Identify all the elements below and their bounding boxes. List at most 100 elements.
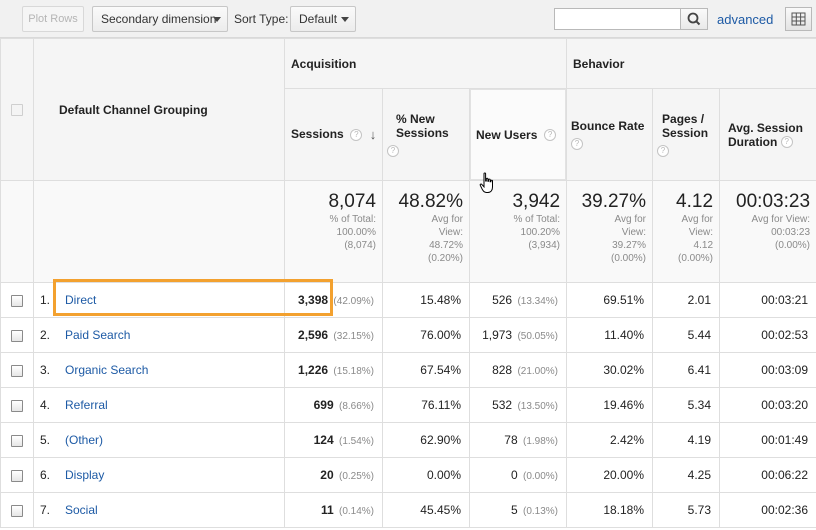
bounce-rate-header[interactable]: Bounce Rate ?: [566, 88, 654, 181]
channel-cell: 5. (Other): [33, 422, 285, 458]
new-users-value: 526: [492, 293, 513, 307]
row-checkbox[interactable]: [11, 399, 23, 412]
sort-type-dropdown[interactable]: Default: [290, 6, 356, 32]
bounce-rate-cell: 69.51%: [566, 282, 654, 318]
channel-link[interactable]: Direct: [65, 293, 97, 307]
pages-session-value: 4.25: [687, 468, 712, 482]
search-button[interactable]: [680, 8, 708, 30]
select-all-checkbox[interactable]: [11, 104, 23, 117]
channel-cell: 4. Referral: [33, 387, 285, 423]
row-checkbox[interactable]: [11, 469, 23, 482]
grid-icon: [791, 12, 806, 26]
row-checkbox-cell: [0, 352, 34, 388]
row-index: 5.: [40, 433, 51, 447]
channel-link[interactable]: Social: [65, 503, 98, 517]
bounce-rate-value: 69.51%: [603, 293, 645, 307]
pages-session-value: 6.41: [687, 363, 712, 377]
new-users-value: 828: [492, 363, 513, 377]
sessions-value: 2,596: [298, 328, 329, 342]
total-value: 39.27%: [581, 191, 647, 212]
sessions-percent: (8.66%): [338, 401, 374, 412]
total-sub: Avg for View:: [751, 214, 811, 225]
sessions-value: 124: [313, 433, 334, 447]
sessions-header[interactable]: Sessions ? ↓: [284, 88, 383, 181]
total-bounce-rate: 39.27% Avg for View: 39.27% (0.00%): [566, 180, 654, 283]
new-users-percent: (13.50%): [517, 401, 559, 412]
avg-session-duration-value: 00:02:53: [761, 328, 809, 342]
behavior-group-header: Behavior: [566, 38, 816, 89]
new-users-cell: 526 (13.34%): [468, 282, 568, 318]
bounce-rate-value: 11.40%: [604, 328, 645, 342]
search-input[interactable]: [554, 8, 681, 30]
total-new-users: 3,942 % of Total: 100.20% (3,934): [468, 180, 568, 283]
new-users-value: 0: [510, 468, 518, 482]
row-checkbox[interactable]: [11, 434, 23, 447]
channel-link[interactable]: Paid Search: [65, 328, 131, 342]
bounce-rate-label: Bounce Rate: [571, 119, 645, 133]
sessions-value: 11: [320, 503, 334, 517]
pct-new-sessions-value: 62.90%: [420, 433, 461, 447]
sessions-cell: 20 (0.25%): [284, 457, 383, 493]
help-icon[interactable]: ?: [571, 137, 584, 150]
total-sub: % of Total:: [513, 214, 561, 225]
pages-session-label: Pages / Session: [662, 112, 709, 140]
pct-new-sessions-value: 45.45%: [420, 503, 461, 517]
secondary-dimension-dropdown[interactable]: Secondary dimension: [92, 6, 228, 32]
avg-session-duration-header[interactable]: Avg. Session Duration ?: [719, 88, 816, 181]
pct-new-sessions-label: % New Sessions: [396, 112, 449, 140]
total-value: 00:03:23: [736, 191, 811, 212]
total-value: 8,074: [328, 191, 376, 212]
table-row: 6. Display 20 (0.25%) 0.00% 0 (0.00%) 20.…: [0, 457, 816, 493]
help-icon[interactable]: ?: [387, 144, 399, 157]
sessions-value: 699: [313, 398, 334, 412]
advanced-filter-link[interactable]: advanced: [717, 12, 774, 27]
channel-link[interactable]: (Other): [65, 433, 104, 447]
channel-link[interactable]: Organic Search: [65, 363, 149, 377]
total-sub: Avg for: [431, 214, 464, 225]
bounce-rate-value: 20.00%: [603, 468, 645, 482]
pct-new-sessions-cell: 0.00%: [382, 457, 470, 493]
pct-new-sessions-cell: 67.54%: [382, 352, 470, 388]
channel-cell: 7. Social: [33, 492, 285, 528]
row-checkbox-cell: [0, 282, 34, 318]
avg-session-duration-value: 00:03:21: [761, 293, 809, 307]
bounce-rate-cell: 11.40%: [566, 317, 654, 353]
row-index: 6.: [40, 468, 51, 482]
total-sub: 48.72%: [429, 240, 463, 251]
row-checkbox[interactable]: [11, 294, 23, 307]
pages-session-header[interactable]: Pages / Session ?: [652, 88, 721, 181]
new-users-value: 532: [492, 398, 513, 412]
total-sub: % of Total:: [329, 214, 376, 225]
pct-new-sessions-value: 67.54%: [420, 363, 461, 377]
new-users-header[interactable]: New Users ?: [468, 88, 568, 181]
help-icon[interactable]: ?: [780, 136, 793, 149]
sessions-value: 3,398: [298, 293, 329, 307]
new-users-percent: (0.13%): [523, 506, 559, 517]
dimension-header[interactable]: Default Channel Grouping: [33, 38, 285, 181]
total-sub: 39.27%: [612, 240, 647, 251]
sessions-percent: (1.54%): [338, 436, 374, 447]
table-row: 5. (Other) 124 (1.54%) 62.90% 78 (1.98%) …: [0, 422, 816, 458]
row-checkbox[interactable]: [11, 329, 23, 342]
help-icon[interactable]: ?: [544, 129, 557, 142]
bounce-rate-value: 2.42%: [609, 433, 645, 447]
pages-session-cell: 6.41: [652, 352, 721, 388]
sort-type-value: Default: [299, 12, 338, 26]
new-users-percent: (50.05%): [517, 331, 559, 342]
avg-session-duration-text: Avg. Session Duration: [728, 120, 803, 149]
pct-new-sessions-header[interactable]: % New Sessions ?: [382, 88, 470, 181]
table-view-button[interactable]: [785, 7, 812, 31]
row-checkbox-cell: [0, 317, 34, 353]
channel-link[interactable]: Display: [65, 468, 105, 482]
sessions-cell: 3,398 (42.09%): [284, 282, 383, 318]
row-checkbox[interactable]: [11, 504, 23, 517]
row-checkbox[interactable]: [11, 364, 23, 377]
help-icon[interactable]: ?: [657, 144, 670, 157]
channel-link[interactable]: Referral: [65, 398, 108, 412]
plot-rows-button[interactable]: Plot Rows: [22, 6, 84, 32]
help-icon[interactable]: ?: [350, 128, 363, 141]
pages-session-value: 2.01: [687, 293, 712, 307]
pages-session-cell: 5.73: [652, 492, 721, 528]
new-users-cell: 78 (1.98%): [468, 422, 568, 458]
row-index: 2.: [40, 328, 51, 342]
